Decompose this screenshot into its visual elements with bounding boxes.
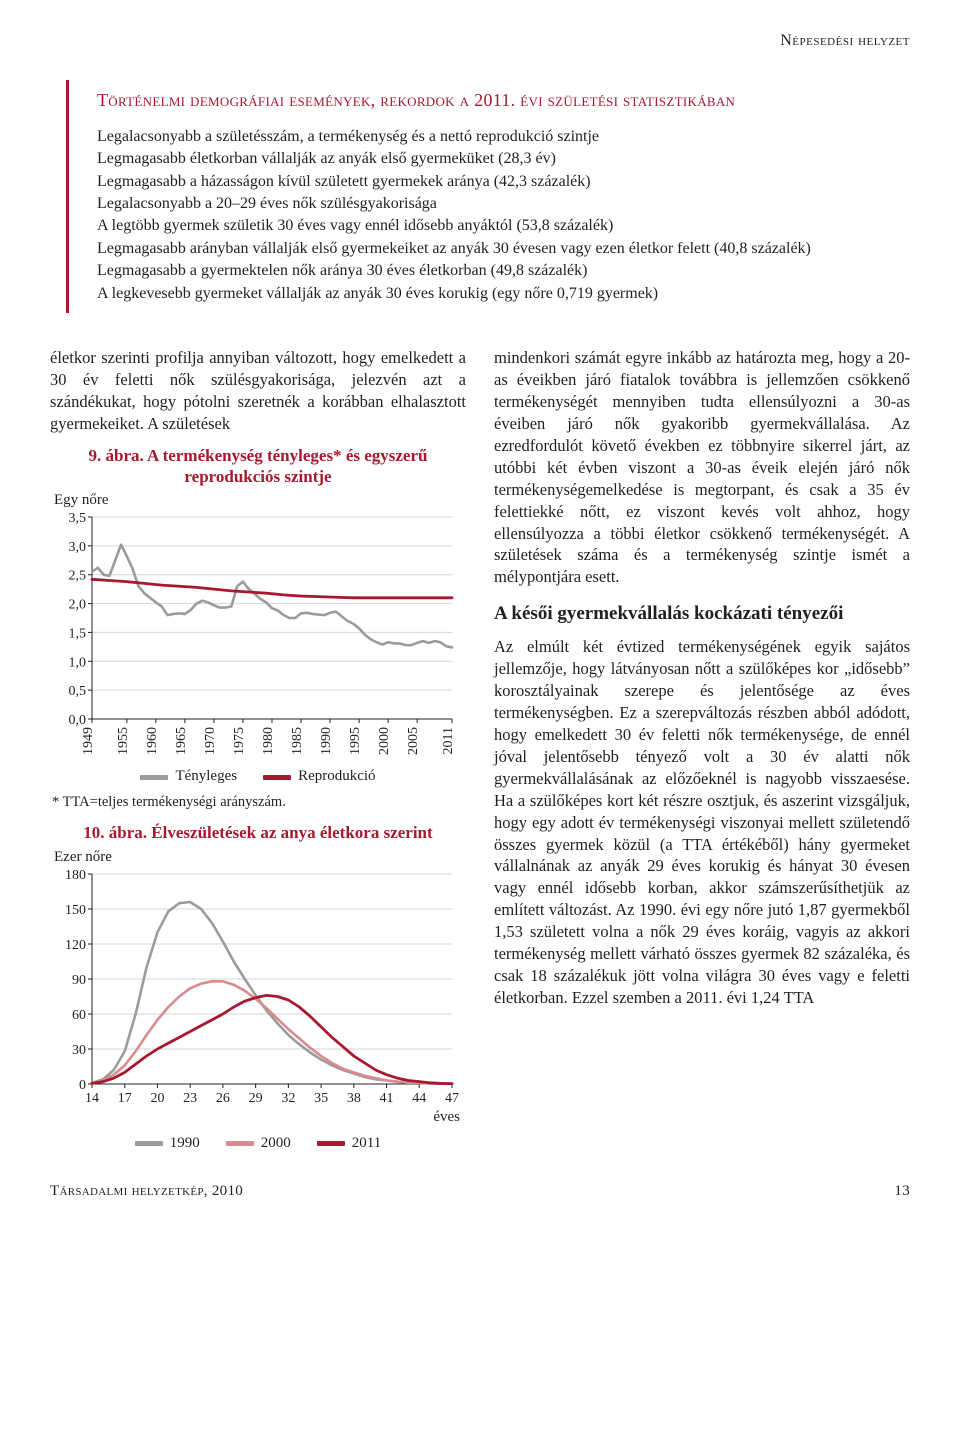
fig10-legend-1990: 1990 xyxy=(135,1134,200,1154)
svg-text:1949: 1949 xyxy=(81,727,96,755)
svg-text:41: 41 xyxy=(380,1091,394,1106)
fig10-ylabel: Ezer nőre xyxy=(54,848,466,868)
svg-text:23: 23 xyxy=(183,1091,197,1106)
fig10-legend-2011: 2011 xyxy=(317,1134,381,1154)
fig9-title: 9. ábra. A termékenység tényleges* és eg… xyxy=(50,445,466,488)
svg-text:26: 26 xyxy=(216,1091,230,1106)
page-footer: Társadalmi helyzetkép, 2010 13 xyxy=(50,1181,910,1201)
legend-label: 2011 xyxy=(352,1134,381,1154)
svg-text:14: 14 xyxy=(85,1091,99,1106)
fig9-caption: A termékenység tényleges* és egyszerű re… xyxy=(144,446,428,486)
svg-text:3,0: 3,0 xyxy=(69,540,87,555)
svg-text:1960: 1960 xyxy=(145,727,160,755)
svg-text:1995: 1995 xyxy=(348,727,363,755)
fig10-number: 10. ábra. xyxy=(83,823,147,842)
swatch-icon xyxy=(226,1141,254,1146)
box-line: A legtöbb gyermek születik 30 éves vagy … xyxy=(97,215,910,237)
right-para-1: mindenkori számát egyre inkább az határo… xyxy=(494,347,910,588)
fig10-legend: 1990 2000 2011 xyxy=(50,1134,466,1154)
svg-text:2,5: 2,5 xyxy=(69,569,87,584)
svg-text:35: 35 xyxy=(314,1091,328,1106)
svg-text:60: 60 xyxy=(72,1008,86,1023)
fig9-legend-tenyleges: Tényleges xyxy=(140,767,237,787)
fig9-legend: Tényleges Reprodukció xyxy=(50,767,466,787)
swatch-icon xyxy=(140,775,168,780)
svg-text:2,0: 2,0 xyxy=(69,598,87,613)
right-heading: A késői gyermekvállalás kockázati tényez… xyxy=(494,602,910,626)
right-para-2: Az elmúlt két évtized termékenységének e… xyxy=(494,636,910,1009)
footer-left: Társadalmi helyzetkép, 2010 xyxy=(50,1181,243,1201)
svg-text:44: 44 xyxy=(412,1091,426,1106)
fig9-legend-reprodukcio: Reprodukció xyxy=(263,767,375,787)
svg-text:30: 30 xyxy=(72,1043,86,1058)
fig10-xlabel: éves xyxy=(50,1108,466,1128)
left-para-1: életkor szerinti profilja annyiban válto… xyxy=(50,347,466,435)
fig9-footnote: * TTA=teljes termékenységi arányszám. xyxy=(52,793,466,812)
legend-label: Reprodukció xyxy=(298,767,375,787)
box-title: Történelmi demográfiai események, rekord… xyxy=(97,88,910,112)
fig9-chart: 3,5 3,0 2,5 2,0 1,5 1,0 0,5 0,01949 1955 1960 1965… xyxy=(50,511,466,761)
svg-text:1,5: 1,5 xyxy=(69,627,87,642)
svg-text:1980: 1980 xyxy=(261,727,276,755)
svg-text:1955: 1955 xyxy=(116,727,131,755)
svg-text:2000: 2000 xyxy=(377,727,392,755)
svg-text:1975: 1975 xyxy=(232,727,247,755)
svg-text:38: 38 xyxy=(347,1091,361,1106)
svg-text:1965: 1965 xyxy=(174,727,189,755)
fig10-caption: Élveszületések az anya életkora szerint xyxy=(147,823,433,842)
svg-text:1,0: 1,0 xyxy=(69,655,87,670)
svg-text:1970: 1970 xyxy=(203,727,218,755)
fig9-ylabel: Egy nőre xyxy=(54,491,466,511)
two-column-body: életkor szerinti profilja annyiban válto… xyxy=(50,347,910,1153)
box-line: A legkevesebb gyermeket vállalják az any… xyxy=(97,283,910,305)
svg-text:29: 29 xyxy=(249,1091,263,1106)
box-line: Legmagasabb arányban vállalják első gyer… xyxy=(97,238,910,260)
swatch-icon xyxy=(135,1141,163,1146)
box-line: Legmagasabb a gyermektelen nők aránya 30… xyxy=(97,260,910,282)
svg-text:2005: 2005 xyxy=(406,727,421,755)
fig10-chart: 1801501209060300141720232629323538414447… xyxy=(50,868,466,1128)
footer-page-number: 13 xyxy=(894,1181,910,1201)
legend-label: 1990 xyxy=(170,1134,200,1154)
right-column: mindenkori számát egyre inkább az határo… xyxy=(494,347,910,1153)
box-line: Legalacsonyabb a 20–29 éves nők szülésgy… xyxy=(97,193,910,215)
box-line: Legmagasabb életkorban vállalják az anyá… xyxy=(97,148,910,170)
svg-text:1990: 1990 xyxy=(319,727,334,755)
legend-label: Tényleges xyxy=(175,767,237,787)
svg-text:1985: 1985 xyxy=(290,727,305,755)
swatch-icon xyxy=(263,775,291,780)
swatch-icon xyxy=(317,1141,345,1146)
svg-text:90: 90 xyxy=(72,973,86,988)
svg-text:17: 17 xyxy=(118,1091,132,1106)
highlight-box: Történelmi demográfiai események, rekord… xyxy=(66,80,910,313)
svg-text:180: 180 xyxy=(65,868,86,883)
left-column: életkor szerinti profilja annyiban válto… xyxy=(50,347,466,1153)
svg-text:47: 47 xyxy=(445,1091,459,1106)
svg-text:20: 20 xyxy=(150,1091,164,1106)
svg-text:0,5: 0,5 xyxy=(69,684,87,699)
fig10-title: 10. ábra. Élveszületések az anya életkor… xyxy=(50,822,466,843)
box-line: Legmagasabb a házasságon kívül született… xyxy=(97,171,910,193)
svg-text:120: 120 xyxy=(65,938,86,953)
svg-text:3,5: 3,5 xyxy=(69,511,87,526)
fig9-number: 9. ábra. xyxy=(89,446,144,465)
svg-text:32: 32 xyxy=(281,1091,295,1106)
fig10-svg: 1801501209060300141720232629323538414447 xyxy=(50,868,460,1108)
fig10-legend-2000: 2000 xyxy=(226,1134,291,1154)
box-line: Legalacsonyabb a születésszám, a terméke… xyxy=(97,126,910,148)
svg-text:150: 150 xyxy=(65,903,86,918)
legend-label: 2000 xyxy=(261,1134,291,1154)
box-list: Legalacsonyabb a születésszám, a terméke… xyxy=(97,126,910,305)
running-head: Népesedési helyzet xyxy=(50,30,910,52)
svg-text:0,0: 0,0 xyxy=(69,713,87,728)
fig9-svg: 3,5 3,0 2,5 2,0 1,5 1,0 0,5 0,01949 1955 1960 1965… xyxy=(50,511,460,761)
svg-text:2011: 2011 xyxy=(441,727,456,754)
